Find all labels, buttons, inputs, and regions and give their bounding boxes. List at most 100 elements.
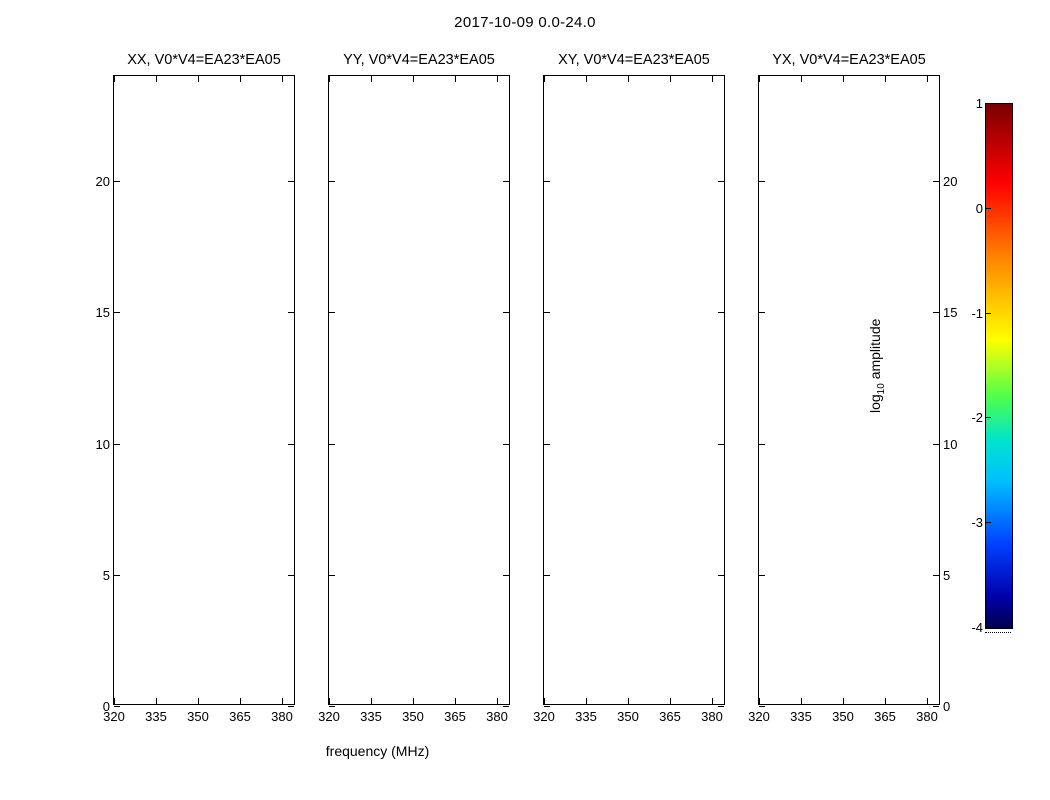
- xtick-top-mark-0-3: [240, 76, 241, 82]
- xtick-top-mark-0-4: [282, 76, 283, 82]
- colorbar-tick-label-4: -3: [963, 515, 983, 530]
- ytick-right-mark-0-1: [288, 575, 294, 576]
- xtick-mark-0-2: [198, 698, 199, 704]
- xtick-top-mark-1-1: [371, 76, 372, 82]
- xtick-label-3-3: 365: [865, 709, 905, 724]
- ytick-mark-3-0: [759, 706, 765, 707]
- xtick-label-0-3: 365: [220, 709, 260, 724]
- xtick-mark-3-1: [801, 698, 802, 704]
- xtick-mark-1-4: [497, 698, 498, 704]
- ytick-right-mark-2-1: [718, 575, 724, 576]
- ytick-label-0-0: 0: [86, 699, 110, 714]
- panel-title-3: XY, V0*V4=EA23*EA05: [544, 52, 724, 68]
- ytick-right-mark-3-2: [933, 444, 939, 445]
- xtick-top-mark-1-2: [413, 76, 414, 82]
- xtick-top-mark-0-1: [156, 76, 157, 82]
- xtick-label-0-2: 350: [178, 709, 218, 724]
- xtick-label-2-4: 380: [692, 709, 732, 724]
- chart-panel-3: XY, V0*V4=EA23*EA05 320 335 350 365 380: [543, 75, 725, 705]
- ytick-mark-1-1: [329, 575, 335, 576]
- ytick-mark-0-2: [114, 444, 120, 445]
- figure-canvas: 2017-10-09 0.0-24.0 XX, V0*V4=EA23*EA05 3…: [0, 0, 1050, 800]
- ytick-mark-3-1: [759, 575, 765, 576]
- xtick-top-mark-2-2: [628, 76, 629, 82]
- ytick-label-right-3-4: 20: [943, 174, 967, 189]
- ytick-mark-1-2: [329, 444, 335, 445]
- xtick-mark-2-4: [712, 698, 713, 704]
- ytick-right-mark-1-3: [503, 312, 509, 313]
- xtick-label-1-3: 365: [435, 709, 475, 724]
- ytick-label-0-1: 5: [86, 568, 110, 583]
- colorbar-tick-3: [985, 417, 991, 418]
- xtick-label-2-2: 350: [608, 709, 648, 724]
- ytick-mark-2-1: [544, 575, 550, 576]
- yaxis-title: UT (hours): [0, 390, 84, 410]
- ytick-mark-1-0: [329, 706, 335, 707]
- xtick-mark-3-3: [885, 698, 886, 704]
- xtick-label-1-1: 335: [351, 709, 391, 724]
- xtick-label-3-4: 380: [907, 709, 947, 724]
- ytick-label-0-4: 20: [86, 174, 110, 189]
- panel-title-2: YY, V0*V4=EA23*EA05: [329, 52, 509, 68]
- ytick-label-0-3: 15: [86, 305, 110, 320]
- xtick-mark-2-3: [670, 698, 671, 704]
- xtick-mark-1-0: [329, 698, 330, 704]
- chart-panel-2: YY, V0*V4=EA23*EA05 320 335 350 365 380: [328, 75, 510, 705]
- xtick-top-mark-2-3: [670, 76, 671, 82]
- colorbar-tick-label-5: -4: [963, 620, 983, 635]
- ytick-right-mark-0-0: [288, 706, 294, 707]
- colorbar-tick-label-0: 1: [963, 96, 983, 111]
- colorbar-tick-0: [985, 103, 991, 104]
- ytick-mark-3-4: [759, 181, 765, 182]
- xtick-label-2-1: 335: [566, 709, 606, 724]
- colorbar-tick-4: [985, 522, 991, 523]
- colorbar[interactable]: 1 0 -1 -2 -3 -4 log10 amplitude: [985, 103, 1011, 627]
- ytick-right-mark-3-4: [933, 181, 939, 182]
- ytick-right-mark-0-3: [288, 312, 294, 313]
- xtick-top-mark-3-4: [927, 76, 928, 82]
- xtick-label-1-2: 350: [393, 709, 433, 724]
- xtick-top-mark-1-0: [329, 76, 330, 82]
- ytick-mark-3-3: [759, 312, 765, 313]
- ytick-right-mark-0-4: [288, 181, 294, 182]
- ytick-mark-1-3: [329, 312, 335, 313]
- colorbar-tick-1: [985, 208, 991, 209]
- colorbar-tick-label-1: 0: [963, 201, 983, 216]
- xtick-mark-2-1: [586, 698, 587, 704]
- xtick-top-mark-2-0: [544, 76, 545, 82]
- ytick-right-mark-2-2: [718, 444, 724, 445]
- ytick-right-mark-1-0: [503, 706, 509, 707]
- panel-title-4: YX, V0*V4=EA23*EA05: [759, 52, 939, 68]
- xtick-label-0-4: 380: [262, 709, 302, 724]
- xtick-mark-3-2: [843, 698, 844, 704]
- xtick-label-1-0: 320: [309, 709, 349, 724]
- ytick-mark-2-0: [544, 706, 550, 707]
- ytick-label-right-3-1: 5: [943, 568, 967, 583]
- xtick-top-mark-0-2: [198, 76, 199, 82]
- colorbar-dotted-border: [985, 632, 1011, 633]
- xtick-mark-0-4: [282, 698, 283, 704]
- xtick-top-mark-3-1: [801, 76, 802, 82]
- ytick-right-mark-1-1: [503, 575, 509, 576]
- xtick-mark-3-4: [927, 698, 928, 704]
- ytick-right-mark-0-2: [288, 444, 294, 445]
- ytick-right-mark-2-3: [718, 312, 724, 313]
- xtick-mark-1-2: [413, 698, 414, 704]
- ytick-label-right-3-2: 10: [943, 437, 967, 452]
- ytick-right-mark-3-3: [933, 312, 939, 313]
- xaxis-title: frequency (MHz): [95, 743, 660, 759]
- xtick-label-2-3: 365: [650, 709, 690, 724]
- colorbar-title: log10 amplitude: [867, 393, 1007, 413]
- ytick-mark-0-4: [114, 181, 120, 182]
- ytick-right-mark-3-0: [933, 706, 939, 707]
- figure-suptitle: 2017-10-09 0.0-24.0: [0, 14, 1050, 31]
- ytick-mark-2-2: [544, 444, 550, 445]
- xtick-mark-1-3: [455, 698, 456, 704]
- xtick-label-3-0: 320: [739, 709, 779, 724]
- ytick-label-right-3-0: 0: [943, 699, 967, 714]
- ytick-mark-1-4: [329, 181, 335, 182]
- panel-title-1: XX, V0*V4=EA23*EA05: [114, 52, 294, 68]
- xtick-mark-2-2: [628, 698, 629, 704]
- xtick-mark-0-3: [240, 698, 241, 704]
- xtick-top-mark-1-3: [455, 76, 456, 82]
